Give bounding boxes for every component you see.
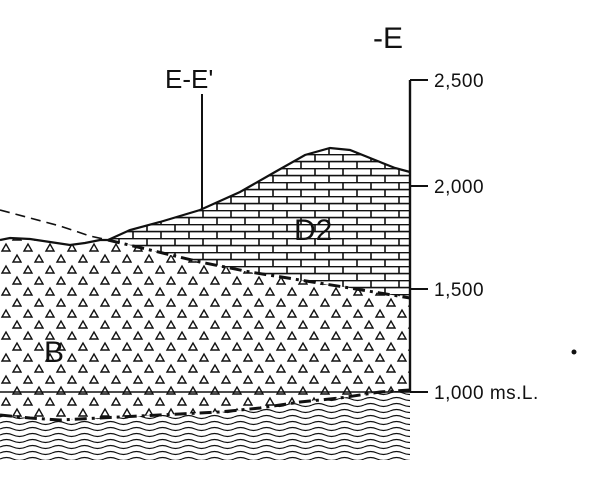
- tick-label-2000: 2,000: [434, 177, 484, 198]
- layer-d2-label: D2: [294, 214, 332, 247]
- basement-unit: [0, 390, 410, 460]
- layer-d2-unit: [108, 148, 410, 298]
- tick-label-2500: 2,500: [434, 71, 484, 92]
- contact-d2-b: [107, 238, 411, 300]
- ground-surface-line: [0, 146, 411, 247]
- layer-b-label: B: [44, 336, 64, 369]
- projected-surface-dashed: [0, 209, 109, 241]
- tick-label-1000: 1,000 ms.L.: [434, 383, 539, 404]
- end-label: -E: [373, 22, 403, 55]
- layer-b-unit: [0, 238, 410, 420]
- contact-b-basement: [0, 388, 411, 422]
- tick-label-1500: 1,500: [434, 280, 484, 301]
- ink-speck: [571, 349, 577, 355]
- cross-section-label: E-E': [165, 64, 213, 94]
